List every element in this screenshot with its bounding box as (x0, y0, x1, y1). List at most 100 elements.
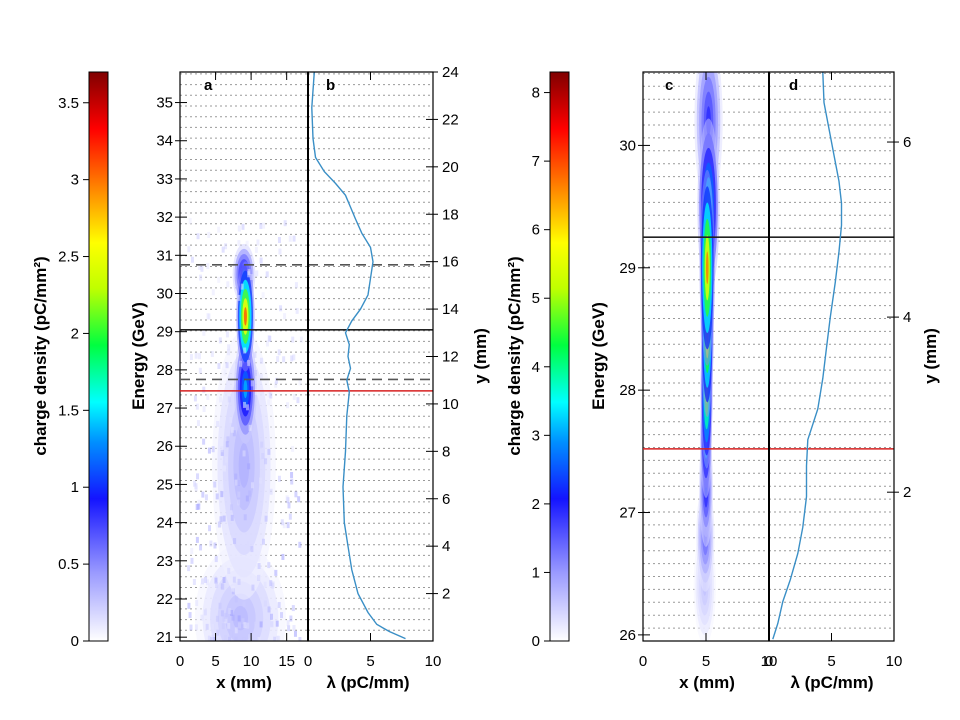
heatmap-speckle (190, 256, 194, 263)
panel-c: 26 27 28 29 30 0 5 10 c x (mm) Energy (GeV) (589, 71, 778, 692)
heatmap-speckle (286, 522, 290, 529)
heatmap-speckle (205, 623, 209, 630)
heatmap-speckle (299, 336, 303, 343)
heatmap-speckle (217, 363, 221, 370)
heatmap-speckle (204, 576, 208, 583)
heatmap-speckle (280, 612, 284, 619)
colorbar-tick-label: 0 (71, 633, 79, 650)
heatmap-speckle (228, 636, 232, 641)
heatmap-speckle (243, 514, 247, 521)
heatmap-speckle (206, 579, 210, 586)
heatmap-speckle (213, 542, 217, 549)
lambda-curve (311, 72, 406, 640)
heatmap-speckle (208, 525, 212, 532)
panel-a: 21 22 23 24 25 26 27 28 29 30 31 32 33 34 35 0 5 10 15 a x… (129, 71, 309, 692)
heatmap-speckle (201, 491, 205, 498)
heatmap-speckle (211, 634, 215, 641)
heatmap-speckle (257, 637, 261, 641)
heatmap-speckle (257, 574, 261, 581)
heatmap-speckle (268, 335, 272, 342)
heatmap-speckle (237, 479, 241, 486)
heatmap-speckle (269, 488, 273, 495)
heatmap-speckle (250, 274, 254, 281)
heatmap-speckle (198, 367, 202, 374)
heatmap-speckle (224, 617, 228, 624)
heatmap-speckle (232, 576, 236, 583)
heatmap-speckle (269, 580, 273, 587)
heatmap-speckle (286, 402, 290, 409)
heatmap-speckle (190, 557, 194, 564)
heatmap-speckle (229, 416, 233, 423)
heatmap-speckle (216, 629, 220, 636)
heatmap-speckle (247, 359, 251, 366)
heatmap-speckle (259, 477, 263, 484)
heatmap-speckle (257, 555, 261, 562)
heatmap-speckle (259, 621, 263, 628)
heatmap-speckle (202, 329, 206, 336)
x-tick-label: 10 (886, 653, 903, 670)
heatmap-speckle (251, 584, 255, 591)
heatmap-speckle (197, 499, 201, 506)
heatmap-speckle (298, 379, 302, 386)
y-tick-label: 29 (619, 260, 636, 277)
x-tick-label: 0 (176, 653, 184, 670)
colorbar-right: 0 1 2 3 4 5 6 7 8 charge density (pC/mm²) (505, 71, 570, 650)
heatmap-speckle (292, 625, 296, 632)
heatmap-speckle (239, 360, 243, 367)
heatmap-speckle (297, 496, 301, 503)
heatmap-blob (243, 379, 248, 399)
heatmap-speckle (287, 625, 291, 632)
y-tick-label: 4 (903, 309, 911, 326)
heatmap-speckle (234, 473, 238, 480)
heatmap-speckle (274, 381, 278, 388)
heatmap-speckle (270, 620, 274, 627)
x-tick-label: 0 (639, 653, 647, 670)
y-tick-label: 23 (156, 553, 173, 570)
heatmap-speckle (228, 608, 232, 615)
heatmap-speckle (230, 609, 234, 616)
y-tick-label: 30 (619, 137, 636, 154)
colorbar-left-label: charge density (pC/mm²) (31, 256, 50, 455)
y-tick-label: 30 (156, 285, 173, 302)
heatmap-speckle (291, 605, 295, 612)
heatmap-speckle (206, 263, 210, 270)
heatmap-speckle (243, 401, 247, 408)
heatmap-speckle (256, 239, 260, 246)
heatmap-speckle (298, 541, 302, 548)
x-tick-label: 10 (425, 653, 442, 670)
heatmap-speckle (217, 276, 221, 283)
y-tick-label: 8 (442, 443, 450, 460)
heatmap-speckle (204, 494, 208, 501)
colorbar-tick-label: 2 (71, 325, 79, 342)
heatmap-speckle (267, 399, 271, 406)
heatmap-speckle (195, 600, 199, 607)
heatmap-speckle (290, 478, 294, 485)
heatmap-speckle (277, 602, 281, 609)
heatmap-speckle (298, 637, 302, 641)
y-tick-label: 24 (442, 64, 459, 81)
heatmap-speckle (226, 436, 230, 443)
heatmap-speckle (196, 233, 200, 240)
heatmap-speckle (281, 553, 285, 560)
heatmap-speckle (194, 485, 198, 492)
y-tick-label: 18 (442, 206, 459, 223)
heatmap-speckle (247, 463, 251, 470)
heatmap-speckle (196, 420, 200, 427)
heatmap-speckle (233, 538, 237, 545)
panel-b-ylabel: y (mm) (471, 328, 490, 384)
heatmap-speckle (290, 355, 294, 362)
heatmap-speckle (261, 292, 265, 299)
heatmap-speckle (293, 630, 297, 637)
heatmap-speckle (241, 223, 245, 230)
x-tick-label: 10 (761, 653, 778, 670)
panel-a-ylabel: Energy (GeV) (129, 302, 148, 410)
panel-b-xlabel: λ (pC/mm) (326, 673, 409, 692)
colorbar-tick-label: 6 (532, 222, 540, 239)
heatmap-speckle (250, 546, 254, 553)
y-tick-label: 20 (442, 159, 459, 176)
heatmap-speckle (202, 438, 206, 445)
y-tick-label: 34 (156, 133, 173, 150)
heatmap-speckle (277, 349, 281, 356)
panel-d-ylabel: y (mm) (921, 328, 940, 384)
heatmap-speckle (195, 536, 199, 543)
